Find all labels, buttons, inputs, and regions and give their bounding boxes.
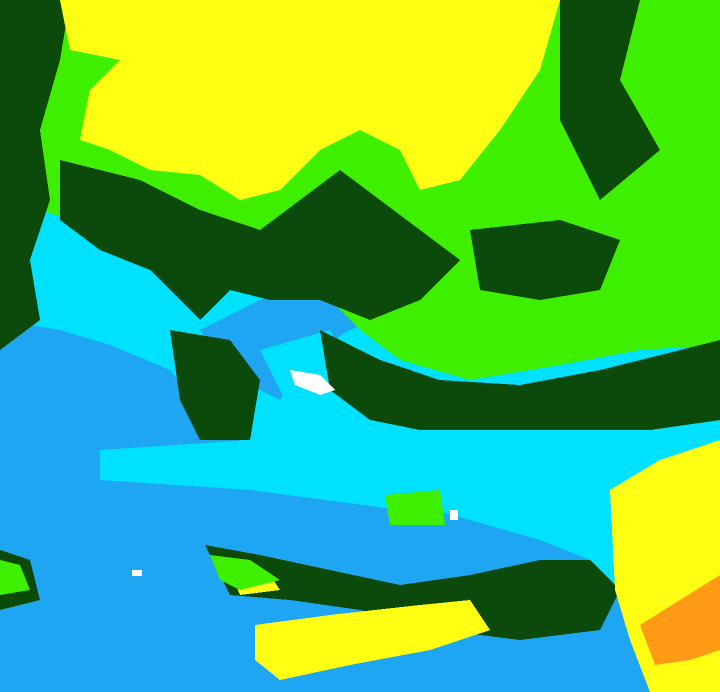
green-patch (0, 560, 30, 595)
white-speck (132, 570, 142, 576)
white-patch (290, 370, 335, 395)
green-patch (210, 555, 280, 590)
green-patch (385, 490, 445, 525)
dark-green-band (0, 0, 70, 350)
dark-green-band (60, 160, 460, 320)
dark-green-band (170, 330, 260, 440)
white-speck (450, 510, 458, 520)
cyan-streak (100, 440, 560, 520)
dark-green-band (320, 330, 720, 430)
dark-green-band (470, 220, 620, 300)
orange-patch (640, 575, 720, 665)
yellow-patch (60, 0, 560, 200)
dark-green-band (205, 545, 620, 640)
dark-green-band (560, 0, 660, 200)
yellow-patch (255, 600, 490, 680)
